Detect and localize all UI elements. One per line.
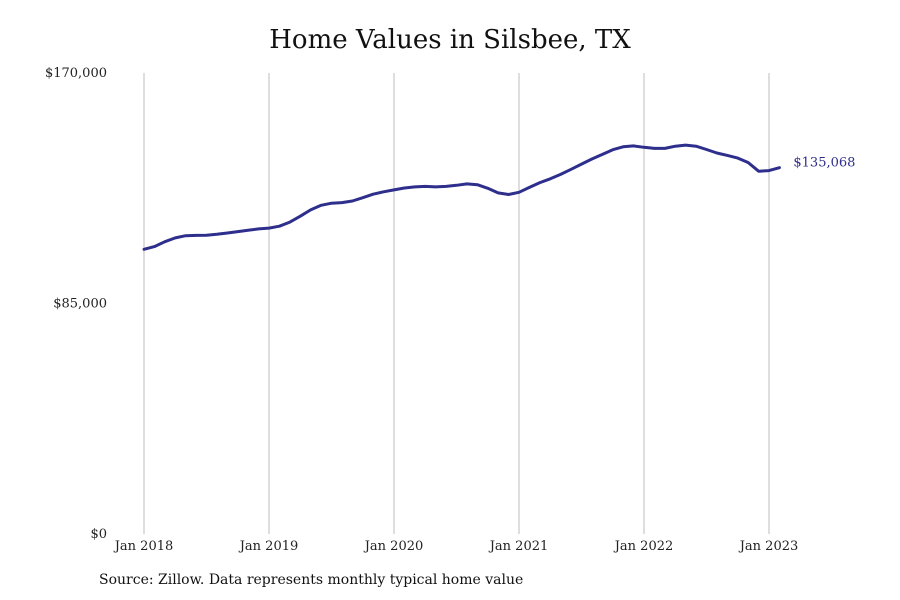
chart-title: Home Values in Silsbee, TX [269,25,631,55]
x-tick-label: Jan 2020 [363,539,424,554]
x-tick-label: Jan 2019 [238,539,299,554]
source-note: Source: Zillow. Data represents monthly … [99,572,524,588]
x-axis-ticks: Jan 2018 Jan 2019 Jan 2020 Jan 2021 Jan 2022… [113,539,799,554]
y-tick-label: $0 [90,527,107,542]
y-tick-label: $85,000 [53,297,107,312]
x-tick-label: Jan 2023 [738,539,799,554]
end-value-label: $135,068 [793,156,855,171]
y-tick-label: $170,000 [45,66,107,81]
x-tick-label: Jan 2018 [113,539,174,554]
x-tick-label: Jan 2022 [613,539,674,554]
y-axis-ticks: $0 $85,000 $170,000 [45,66,107,542]
home-value-line [142,143,781,251]
gridlines [143,73,770,534]
x-tick-label: Jan 2021 [488,539,549,554]
